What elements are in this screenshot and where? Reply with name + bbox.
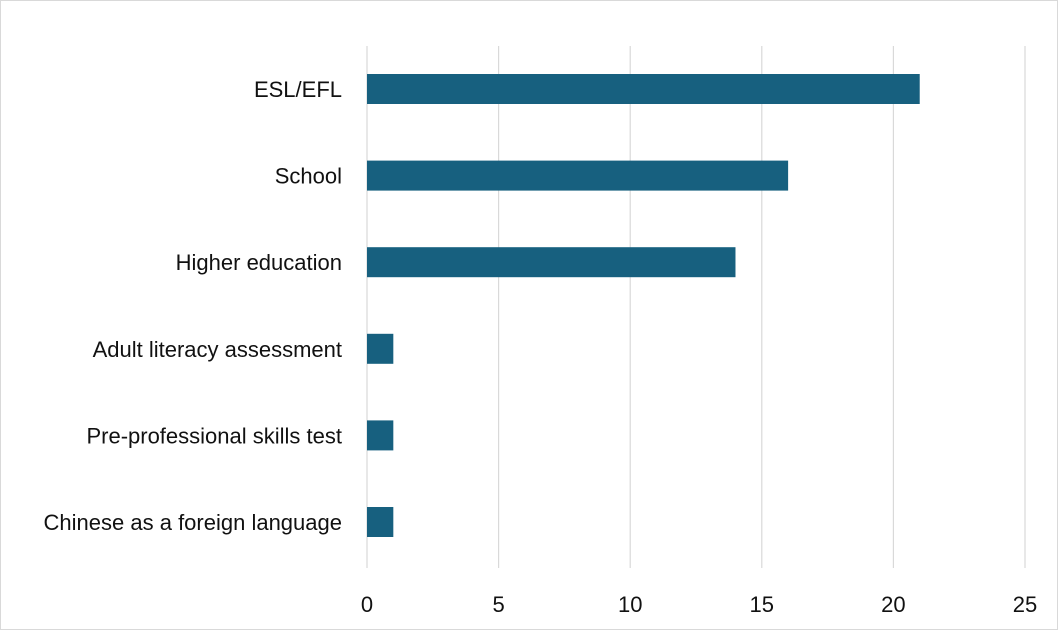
category-label-school: School: [275, 164, 342, 189]
bar-school: [367, 160, 789, 191]
bar-pre-professional-skills-test: [367, 420, 394, 451]
category-label-esl-efl: ESL/EFL: [254, 77, 342, 102]
x-tick-label-10: 10: [618, 592, 642, 617]
category-label-pre-professional-skills-test: Pre-professional skills test: [86, 423, 342, 448]
gridlines: [366, 46, 1026, 568]
bar-higher-education: [367, 247, 736, 278]
category-label-higher-education: Higher education: [176, 250, 342, 275]
bar-esl-efl: [367, 74, 920, 104]
x-tick-label-25: 25: [1013, 592, 1037, 617]
category-label-chinese-as-a-foreign-language: Chinese as a foreign language: [44, 510, 342, 535]
bar-chinese-as-a-foreign-language: [367, 507, 394, 537]
x-tick-labels: 0 5 10 15 20 25: [361, 592, 1037, 617]
category-label-adult-literacy-assessment: Adult literacy assessment: [93, 337, 342, 362]
bars: [367, 74, 920, 537]
category-labels: ESL/EFL School Higher education Adult liter…: [44, 77, 342, 535]
x-tick-label-15: 15: [750, 592, 774, 617]
bar-adult-literacy-assessment: [367, 333, 394, 364]
x-tick-label-0: 0: [361, 592, 373, 617]
x-tick-label-20: 20: [881, 592, 905, 617]
x-tick-label-5: 5: [492, 592, 504, 617]
